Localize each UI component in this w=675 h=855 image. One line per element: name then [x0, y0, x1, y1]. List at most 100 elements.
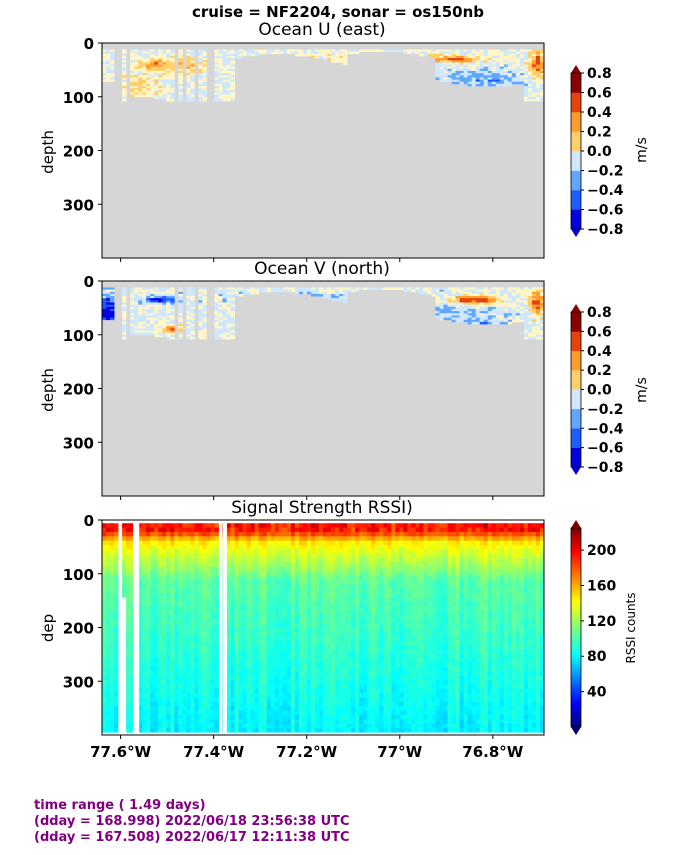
colorbar-tick-label: 0.6 — [587, 86, 612, 102]
velocity-cell — [198, 300, 203, 303]
rssi-cell — [194, 562, 199, 568]
velocity-cell — [202, 94, 207, 98]
rssi-cell — [258, 540, 264, 546]
velocity-cell — [467, 321, 473, 325]
rssi-cell — [230, 714, 235, 720]
velocity-cell — [106, 55, 111, 59]
rssi-cell — [323, 710, 328, 716]
velocity-cell — [499, 62, 505, 65]
velocity-cell — [134, 302, 139, 306]
rssi-cell — [106, 697, 111, 703]
rssi-cell — [182, 684, 187, 690]
velocity-cell — [475, 287, 481, 290]
velocity-cell — [106, 313, 111, 316]
rssi-cell — [278, 688, 284, 694]
velocity-cell — [138, 90, 143, 93]
rssi-cell — [194, 540, 199, 546]
velocity-cell — [471, 77, 477, 80]
rssi-cell — [310, 597, 316, 602]
velocity-cell — [479, 298, 485, 301]
rssi-cell — [190, 549, 195, 555]
velocity-cell — [503, 300, 509, 303]
rssi-cell — [234, 706, 240, 711]
rssi-cell — [250, 579, 256, 585]
rssi-cell — [162, 640, 167, 646]
rssi-cell — [186, 531, 191, 537]
velocity-cell — [443, 62, 448, 65]
rssi-cell — [246, 723, 252, 729]
velocity-cell — [527, 66, 533, 70]
velocity-cell — [431, 49, 436, 52]
velocity-cell — [527, 300, 533, 303]
rssi-cell — [306, 688, 312, 694]
rssi-cell — [174, 597, 179, 602]
velocity-cell — [339, 49, 344, 52]
rssi-cell — [190, 714, 195, 720]
velocity-cell — [539, 49, 544, 52]
rssi-cell — [126, 649, 131, 655]
velocity-cell — [483, 55, 489, 59]
velocity-cell — [323, 291, 328, 295]
velocity-cell — [515, 293, 521, 297]
velocity-cell — [495, 53, 501, 57]
rssi-cell — [114, 605, 119, 611]
rssi-cell — [206, 666, 211, 672]
rssi-cell — [154, 697, 159, 703]
rssi-cell — [126, 627, 131, 633]
rssi-cell — [158, 566, 163, 572]
rssi-cell — [294, 684, 300, 690]
velocity-cell — [479, 75, 485, 78]
velocity-cell — [471, 308, 477, 312]
rssi-cell — [302, 553, 308, 559]
velocity-cell — [531, 317, 537, 321]
rssi-cell — [290, 649, 296, 655]
velocity-cell — [439, 308, 444, 312]
velocity-cell — [170, 60, 175, 63]
rssi-cell — [114, 723, 119, 729]
velocity-cell — [150, 302, 155, 306]
velocity-cell — [246, 53, 252, 57]
velocity-cell — [218, 81, 223, 85]
rssi-cell — [262, 605, 268, 611]
velocity-cell — [290, 289, 296, 293]
rssi-cell — [214, 610, 219, 616]
velocity-cell — [138, 68, 143, 72]
velocity-cell — [158, 302, 163, 306]
velocity-cell — [479, 311, 485, 314]
velocity-cell — [503, 51, 509, 55]
velocity-cell — [154, 92, 159, 95]
rssi-cell — [106, 710, 111, 716]
rssi-cell — [114, 701, 119, 707]
velocity-cell — [214, 304, 219, 308]
velocity-cell — [242, 289, 248, 293]
rssi-cell — [254, 579, 260, 585]
rssi-cell — [190, 666, 195, 672]
rssi-cell — [158, 601, 163, 607]
velocity-cell — [154, 317, 159, 321]
velocity-cell — [519, 313, 525, 316]
rssi-cell — [202, 710, 207, 716]
velocity-cell — [146, 317, 151, 321]
rssi-cell — [194, 649, 199, 655]
velocity-cell — [499, 79, 505, 83]
rssi-cell — [262, 723, 268, 729]
velocity-cell — [459, 291, 465, 295]
velocity-cell — [178, 55, 183, 59]
rssi-cell — [142, 619, 147, 624]
velocity-cell — [122, 291, 127, 295]
rssi-cell — [178, 688, 183, 694]
velocity-cell — [162, 66, 167, 70]
rssi-cell — [310, 723, 316, 729]
velocity-cell — [162, 324, 167, 327]
rssi-cell — [270, 566, 276, 572]
rssi-cell — [262, 571, 268, 576]
rssi-cell — [318, 632, 324, 637]
velocity-cell — [150, 88, 155, 91]
rssi-cell — [278, 614, 284, 620]
velocity-cell — [455, 315, 461, 318]
velocity-cell — [226, 293, 231, 297]
rssi-cell — [154, 619, 159, 624]
rssi-cell — [166, 723, 171, 729]
rssi-cell — [274, 558, 280, 563]
rssi-cell — [226, 566, 231, 572]
